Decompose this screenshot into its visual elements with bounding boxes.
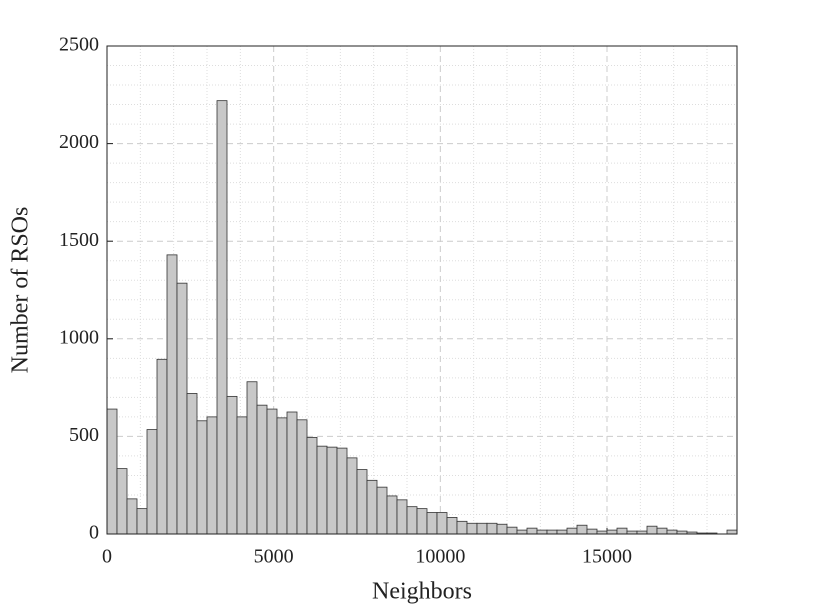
bar [256, 404, 268, 535]
bar [326, 446, 338, 535]
bar [486, 522, 498, 535]
bar [446, 517, 458, 535]
bar [286, 411, 298, 535]
y-axis-label: Number of RSOs [8, 207, 34, 374]
y-tick-label: 500 [69, 424, 99, 446]
bar [386, 495, 398, 535]
x-tick-label: 10000 [415, 546, 465, 568]
bar [506, 526, 518, 535]
bar [456, 520, 468, 535]
bar [126, 498, 138, 535]
bar [436, 512, 448, 535]
bar [556, 529, 568, 535]
bar [526, 527, 538, 535]
bar [306, 436, 318, 535]
bar [176, 282, 188, 535]
bar [226, 395, 238, 535]
bar [666, 529, 678, 535]
bar [406, 506, 418, 535]
bar [346, 457, 358, 535]
bar [426, 512, 438, 535]
x-tick-label: 0 [102, 546, 112, 568]
bar [156, 358, 168, 535]
bar [216, 100, 228, 535]
bar [166, 254, 178, 535]
bar [136, 508, 148, 535]
bar [186, 393, 198, 535]
bar [536, 529, 548, 535]
bar [146, 429, 158, 535]
y-tick-label: 2000 [59, 131, 99, 153]
bar [336, 447, 348, 535]
bar [396, 499, 408, 535]
plot-frame [106, 45, 738, 535]
bar [416, 508, 428, 535]
bar [616, 527, 628, 535]
bar [246, 381, 258, 535]
bar [546, 529, 558, 535]
bar [606, 529, 618, 535]
bar [276, 417, 288, 535]
bar [196, 420, 208, 535]
bar [646, 525, 658, 535]
x-axis-label: Neighbors [372, 579, 472, 605]
bar [496, 523, 508, 535]
y-tick-label: 1500 [59, 229, 99, 251]
bar [726, 529, 738, 535]
y-tick-label: 1000 [59, 326, 99, 348]
bar [206, 416, 218, 535]
bar [356, 469, 368, 535]
x-tick-label: 5000 [254, 546, 294, 568]
x-tick-label: 15000 [582, 546, 632, 568]
bar [266, 408, 278, 535]
bar [516, 529, 528, 535]
bar [586, 528, 598, 535]
bar [236, 416, 248, 535]
bar [296, 419, 308, 535]
bar [476, 522, 488, 535]
bar [116, 468, 128, 535]
bar [466, 522, 478, 535]
bar [656, 527, 668, 535]
bar [566, 527, 578, 535]
y-tick-label: 0 [89, 522, 99, 544]
bar [316, 445, 328, 535]
bar [376, 486, 388, 535]
bar [106, 408, 118, 535]
bar [576, 524, 588, 535]
bar [366, 479, 378, 535]
y-tick-label: 2500 [59, 34, 99, 56]
